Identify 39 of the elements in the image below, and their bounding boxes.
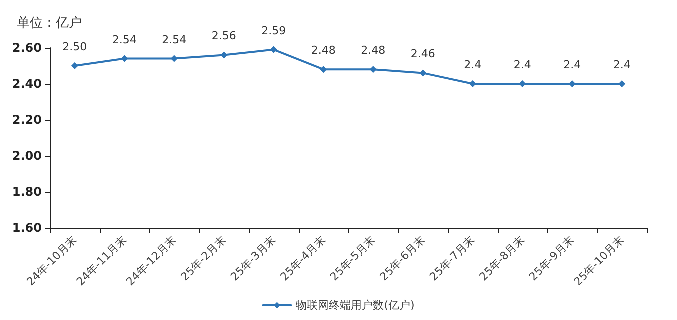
point — [568, 80, 576, 88]
point — [519, 80, 526, 88]
point — [220, 52, 228, 59]
y-tick-label: 1.60 — [12, 221, 42, 235]
x-tick-label: 25年-8月末 — [477, 233, 528, 284]
data-label: 2.4 — [464, 58, 482, 72]
data-label: 2.4 — [564, 58, 582, 72]
point — [71, 62, 78, 70]
point — [420, 70, 427, 77]
data-label: 2.46 — [410, 48, 436, 61]
x-tick-label: 25年-5月末 — [328, 233, 378, 284]
data-label: 2.50 — [62, 40, 88, 54]
legend-label: 物联网终端用户数(亿户) — [296, 299, 415, 312]
x-tick-label: 25年-3月末 — [228, 233, 278, 284]
x-tick-label: 25年-2月末 — [178, 233, 229, 284]
data-label: 2.48 — [361, 44, 386, 58]
point — [270, 46, 278, 54]
data-label: 2.4 — [514, 58, 532, 72]
y-tick-label: 2.20 — [12, 113, 42, 127]
point — [170, 55, 178, 62]
x-tick-label: 25年-4月末 — [278, 233, 328, 284]
point — [121, 55, 128, 62]
x-tick-label: 25年-6月末 — [378, 233, 428, 284]
data-label: 2.54 — [162, 33, 187, 46]
x-tick-label: 25年-7月末 — [427, 233, 478, 284]
y-tick-label: 2.60 — [12, 41, 42, 55]
data-label: 2.4 — [613, 58, 631, 72]
y-axis-title: 单位：亿户 — [17, 16, 82, 31]
y-tick-label: 2.00 — [12, 149, 42, 163]
data-label: 2.59 — [262, 24, 286, 38]
point — [618, 80, 626, 88]
point — [469, 80, 476, 88]
y-tick-label: 1.80 — [12, 185, 42, 199]
data-label: 2.56 — [212, 30, 236, 43]
y-tick-label: 2.40 — [12, 77, 42, 91]
point — [320, 66, 328, 74]
data-label: 2.54 — [112, 33, 137, 46]
data-label: 2.48 — [311, 44, 336, 58]
point — [370, 66, 377, 74]
